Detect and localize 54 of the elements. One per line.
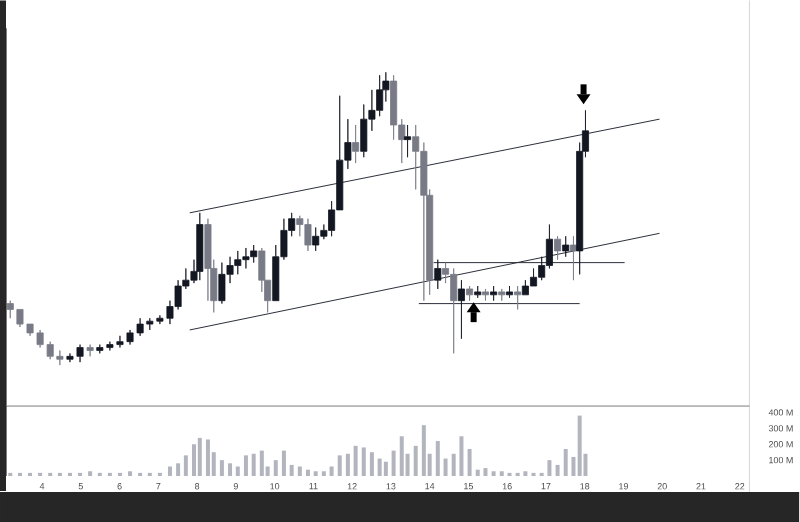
bar <box>377 458 382 477</box>
bar <box>228 463 233 477</box>
bar <box>383 461 388 477</box>
bar <box>391 450 396 477</box>
bar <box>337 455 342 477</box>
candlestick <box>481 288 489 302</box>
candlestick <box>304 218 312 252</box>
candlestick <box>498 288 506 302</box>
candlestick <box>569 235 577 281</box>
bar <box>259 450 264 477</box>
bar <box>399 436 404 477</box>
bar <box>128 471 133 477</box>
bar <box>251 453 256 477</box>
candlestick <box>474 285 482 299</box>
bar <box>443 458 448 477</box>
bar <box>523 471 528 477</box>
bar <box>273 460 278 477</box>
bar <box>205 439 210 477</box>
bar <box>191 444 196 477</box>
candlestick <box>250 244 258 264</box>
candlestick <box>554 235 562 261</box>
candlestick <box>450 268 458 354</box>
candlestick <box>404 124 412 158</box>
candlestick <box>352 124 360 164</box>
bar <box>88 471 93 477</box>
bar <box>305 469 310 477</box>
candlestick <box>490 285 498 302</box>
bar <box>197 437 202 477</box>
bar <box>491 471 496 477</box>
bar <box>235 466 240 477</box>
candlestick <box>457 279 465 340</box>
bar <box>475 469 480 477</box>
candlestick <box>466 285 474 302</box>
bar <box>219 460 224 477</box>
candlestick <box>312 227 320 252</box>
candlestick <box>242 247 250 269</box>
bar <box>547 460 552 477</box>
bar <box>555 464 560 477</box>
bar <box>345 453 350 477</box>
bar <box>313 471 318 477</box>
candlestick <box>196 212 204 281</box>
bar <box>483 468 488 477</box>
candlestick <box>514 285 522 310</box>
bar <box>369 452 374 477</box>
candlestick <box>434 259 442 290</box>
candlestick <box>218 262 226 304</box>
candlestick <box>562 235 570 258</box>
candlestick <box>506 285 514 299</box>
bar <box>167 466 172 477</box>
bar <box>297 466 302 477</box>
bar <box>361 447 366 477</box>
bar <box>459 436 464 477</box>
bar <box>176 463 181 477</box>
candlestick <box>86 344 94 357</box>
